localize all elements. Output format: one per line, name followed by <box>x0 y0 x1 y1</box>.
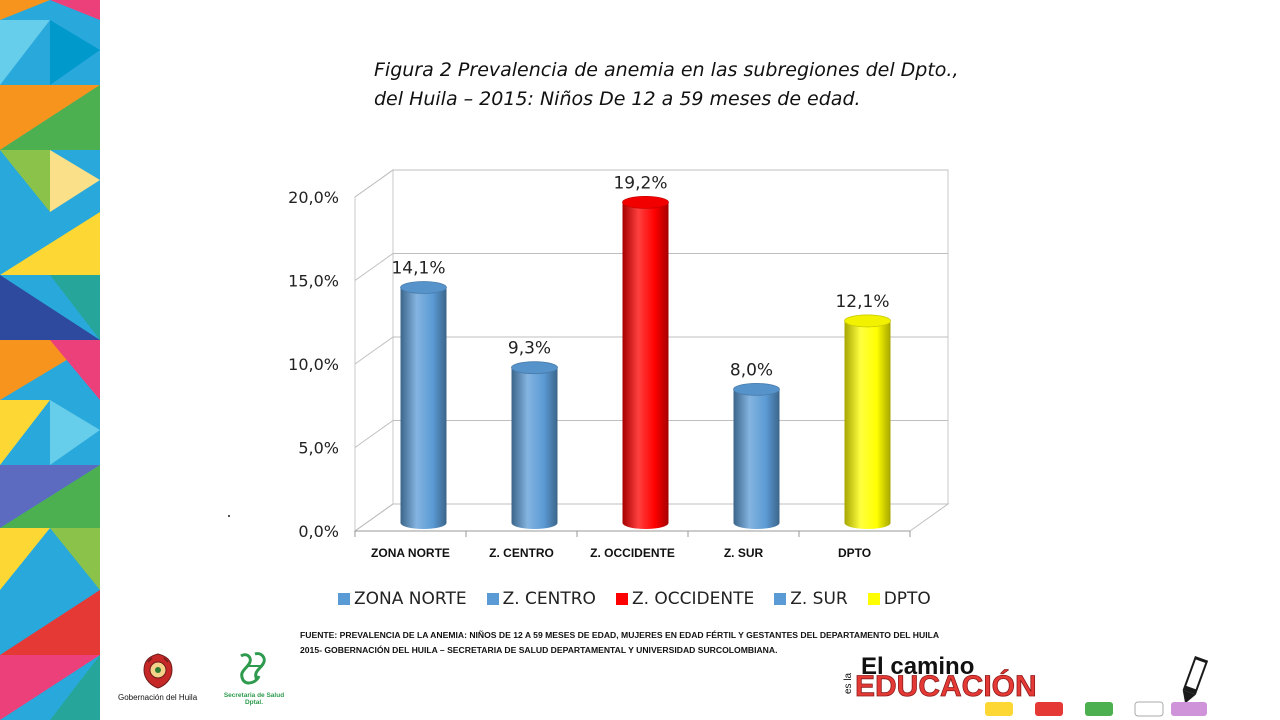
x-tick-label: Z. SUR <box>724 546 764 560</box>
bar-z-sur <box>733 389 780 529</box>
y-tick-label: 0,0% <box>298 522 339 541</box>
legend-swatch <box>486 593 499 605</box>
bar-top <box>622 195 669 209</box>
bar-top <box>400 281 447 294</box>
chart-title: Figura 2 Prevalencia de anemia en las su… <box>374 56 1094 114</box>
x-tick-label: DPTO <box>838 546 871 560</box>
x-tick-label: Z. OCCIDENTE <box>590 546 675 560</box>
y-tick-label: 5,0% <box>298 439 339 458</box>
data-label: 9,3% <box>508 339 551 359</box>
source-note: FUENTE: PREVALENCIA DE LA ANEMIA: NIÑOS … <box>300 628 1080 658</box>
chart-title-line-2: del Huila – 2015: Niños De 12 a 59 meses… <box>374 88 861 110</box>
bar-z-centro <box>511 367 558 529</box>
stray-dot <box>228 515 230 517</box>
bar-z-occidente <box>622 202 669 530</box>
legend-label: Z. CENTRO <box>502 589 596 609</box>
gobernacion-label: Gobernación del Huila <box>118 693 198 702</box>
x-tick-label: Z. CENTRO <box>489 546 554 560</box>
bar-top <box>511 361 558 375</box>
data-label: 8,0% <box>730 360 773 380</box>
legend-item: Z. CENTRO <box>486 589 596 609</box>
banner-educacion-text: EDUCACIÓN <box>855 669 1037 703</box>
secretaria-salud-label-line-1: Secretaria de Salud <box>223 692 285 699</box>
legend-swatch <box>867 593 880 605</box>
banner-es-la-text: es la <box>843 672 854 694</box>
legend-swatch <box>774 593 787 605</box>
source-line-2: 2015- GOBERNACIÓN DEL HUILA – SECRETARIA… <box>300 645 778 655</box>
legend-swatch <box>615 593 628 605</box>
y-tick-label: 10,0% <box>288 355 339 374</box>
gridline <box>354 336 948 365</box>
bar-chart: 0,0% 5,0% 10,0% 15,0% 20,0% 14,1% ZONA NORTE 9,… <box>288 169 950 560</box>
y-tick-label: 15,0% <box>288 272 339 291</box>
pencil-icon <box>1182 656 1209 704</box>
banner-white-tile <box>1134 701 1164 717</box>
legend-swatch <box>338 593 350 605</box>
data-label: 12,1% <box>835 292 889 312</box>
secretaria-salud-label-line-2: Dptal. <box>244 699 264 706</box>
decorative-side-pattern <box>0 0 100 720</box>
legend-label: ZONA NORTE <box>354 589 467 609</box>
data-label: 14,1% <box>391 259 445 279</box>
chart-legend: ZONA NORTE Z. CENTRO Z. OCCIDENTE Z. SUR DPT… <box>338 588 951 610</box>
bar-top <box>733 382 780 396</box>
banner-yellow-tile <box>985 702 1013 716</box>
gobernacion-emblem-icon <box>143 653 173 689</box>
x-tick-label: ZONA NORTE <box>371 546 450 560</box>
y-tick-label: 20,0% <box>288 188 339 207</box>
gridline <box>354 169 948 198</box>
legend-label: DPTO <box>883 589 931 609</box>
legend-item: Z. OCCIDENTE <box>615 589 755 609</box>
source-line-1: FUENTE: PREVALENCIA DE LA ANEMIA: NIÑOS … <box>300 630 940 640</box>
bar-zona-norte <box>400 287 447 529</box>
legend-label: Z. SUR <box>790 589 848 609</box>
bar-dpto <box>844 320 891 529</box>
legend-label: Z. OCCIDENTE <box>631 589 755 609</box>
legend-item: ZONA NORTE <box>338 589 467 609</box>
gridline <box>354 253 948 281</box>
chart-title-line-1: Figura 2 Prevalencia de anemia en las su… <box>374 59 959 81</box>
data-label: 19,2% <box>613 173 667 193</box>
el-camino-educacion-banner: El camino es la EDUCACIÓN <box>835 652 1255 718</box>
bar-top <box>844 314 891 328</box>
legend-item: DPTO <box>867 589 931 609</box>
banner-green-tile <box>1085 702 1113 716</box>
banner-el-camino-text: El camino <box>861 653 974 680</box>
secretaria-salud-logo-icon <box>240 652 266 685</box>
banner-red-tile <box>1035 702 1063 716</box>
banner-purple-tile <box>1171 702 1207 716</box>
secretaria-salud-label: Secretaria de Salud Dptal. <box>218 692 290 706</box>
legend-item: Z. SUR <box>774 589 848 609</box>
